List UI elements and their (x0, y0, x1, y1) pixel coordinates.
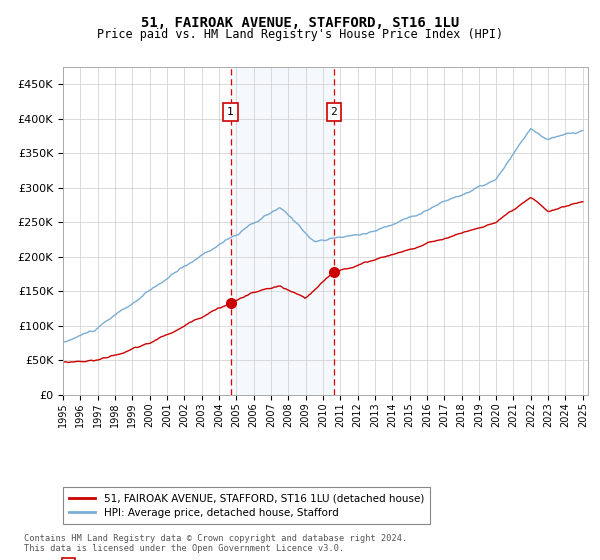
Legend: 51, FAIROAK AVENUE, STAFFORD, ST16 1LU (detached house), HPI: Average price, det: 51, FAIROAK AVENUE, STAFFORD, ST16 1LU (… (63, 487, 430, 524)
Text: 2: 2 (331, 107, 337, 117)
Text: 51, FAIROAK AVENUE, STAFFORD, ST16 1LU: 51, FAIROAK AVENUE, STAFFORD, ST16 1LU (141, 16, 459, 30)
Text: Price paid vs. HM Land Registry's House Price Index (HPI): Price paid vs. HM Land Registry's House … (97, 28, 503, 41)
Bar (230, 67, 334, 395)
Text: 1: 1 (227, 107, 234, 117)
Text: Contains HM Land Registry data © Crown copyright and database right 2024.
This d: Contains HM Land Registry data © Crown c… (24, 534, 407, 553)
